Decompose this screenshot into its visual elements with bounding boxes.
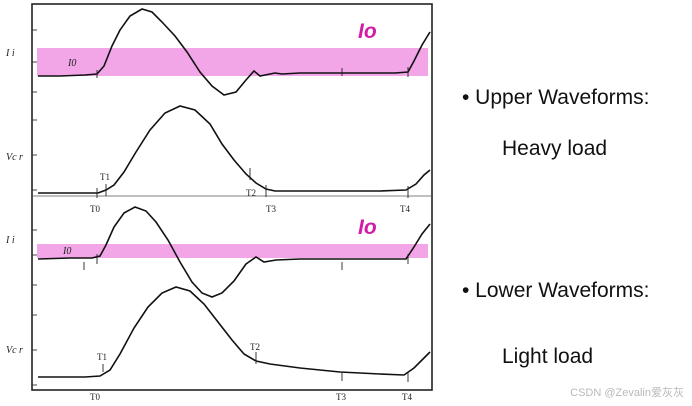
left-axis-ticks (32, 29, 37, 386)
upper-vcr-label: Vc r (6, 152, 23, 163)
upper-ii-trace (38, 8, 431, 96)
upper-t0-label: T0 (90, 204, 100, 214)
upper-vcr-trace (38, 105, 431, 194)
upper-waveforms-desc: Heavy load (502, 137, 608, 160)
upper-t1-label: T1 (100, 172, 110, 182)
lower-waveforms-desc: Light load (502, 345, 594, 368)
upper-ii-label: I i (5, 48, 15, 59)
lower-t2-label: T2 (250, 342, 260, 352)
watermark: CSDN @Zevalin爱灰灰 (570, 387, 684, 399)
lower-vcr-trace (38, 286, 431, 378)
lower-t0-label: T0 (90, 392, 100, 402)
lower-io-band (37, 244, 428, 258)
lower-t3-label: T3 (336, 392, 346, 402)
upper-trace-ticks (96, 67, 409, 198)
lower-vcr-label: Vc r (6, 345, 23, 356)
lower-trace-ticks (83, 254, 409, 382)
lower-io-marker: I0 (62, 246, 71, 257)
lower-t4-label: T4 (402, 392, 412, 402)
upper-t4-label: T4 (400, 204, 410, 214)
lower-t1-label: T1 (97, 352, 107, 362)
waveform-figure: I i Vc r I i Vc r I0 I0 Io Io T1 T0 T2 T… (5, 3, 433, 402)
plot-frame (31, 3, 433, 391)
upper-t3-label: T3 (266, 204, 276, 214)
upper-io-label: Io (358, 20, 377, 43)
lower-ii-label: I i (5, 235, 15, 246)
lower-ii-trace (37, 206, 431, 298)
upper-waveforms-title: • Upper Waveforms: (462, 86, 650, 109)
lower-waveforms-title: • Lower Waveforms: (462, 279, 650, 302)
lower-io-label: Io (358, 216, 377, 239)
upper-t2-label: T2 (246, 188, 256, 198)
upper-io-marker: I0 (67, 58, 76, 69)
upper-io-band (37, 48, 428, 76)
